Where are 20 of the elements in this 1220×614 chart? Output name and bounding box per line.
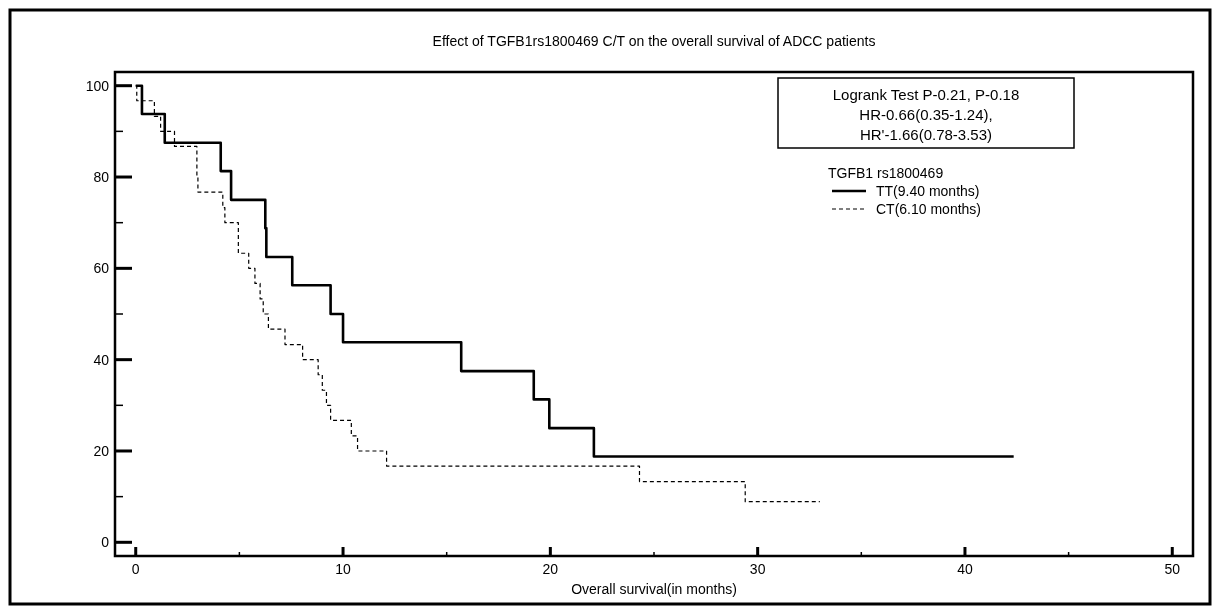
- annotation: HR'-1.66(0.78-3.53): [859, 126, 993, 143]
- x-tick-label: 40: [957, 561, 973, 577]
- annotation: Logrank Test P-0.21, P-0.18: [832, 86, 1020, 103]
- y-tick-label: 60: [93, 260, 110, 277]
- x-tick-label: 50: [1164, 561, 1181, 577]
- legend-title: TGFB1 rs1800469: [828, 165, 944, 181]
- chart-title: Effect of TGFB1rs1800469 C/T on the overall survival of ADCC patients: [432, 33, 876, 49]
- y-tick-label: 40: [93, 351, 110, 368]
- y-tick-label: 20: [93, 442, 110, 459]
- x-tick-label: 30: [749, 561, 766, 577]
- x-tick-label: 10: [335, 561, 352, 577]
- x-tick-label: 0: [131, 561, 140, 577]
- legend-label: TT(9.40 months): [876, 183, 980, 199]
- y-tick-label: 100: [85, 77, 110, 94]
- annotation: HR-0.66(0.35-1.24),: [859, 106, 993, 123]
- y-tick-label: 80: [93, 169, 110, 186]
- x-tick-label: 20: [542, 561, 559, 577]
- y-tick-label: 0: [101, 534, 110, 551]
- legend-label: CT(6.10 months): [876, 201, 982, 217]
- x-axis-title: Overall survival(in months): [571, 581, 737, 597]
